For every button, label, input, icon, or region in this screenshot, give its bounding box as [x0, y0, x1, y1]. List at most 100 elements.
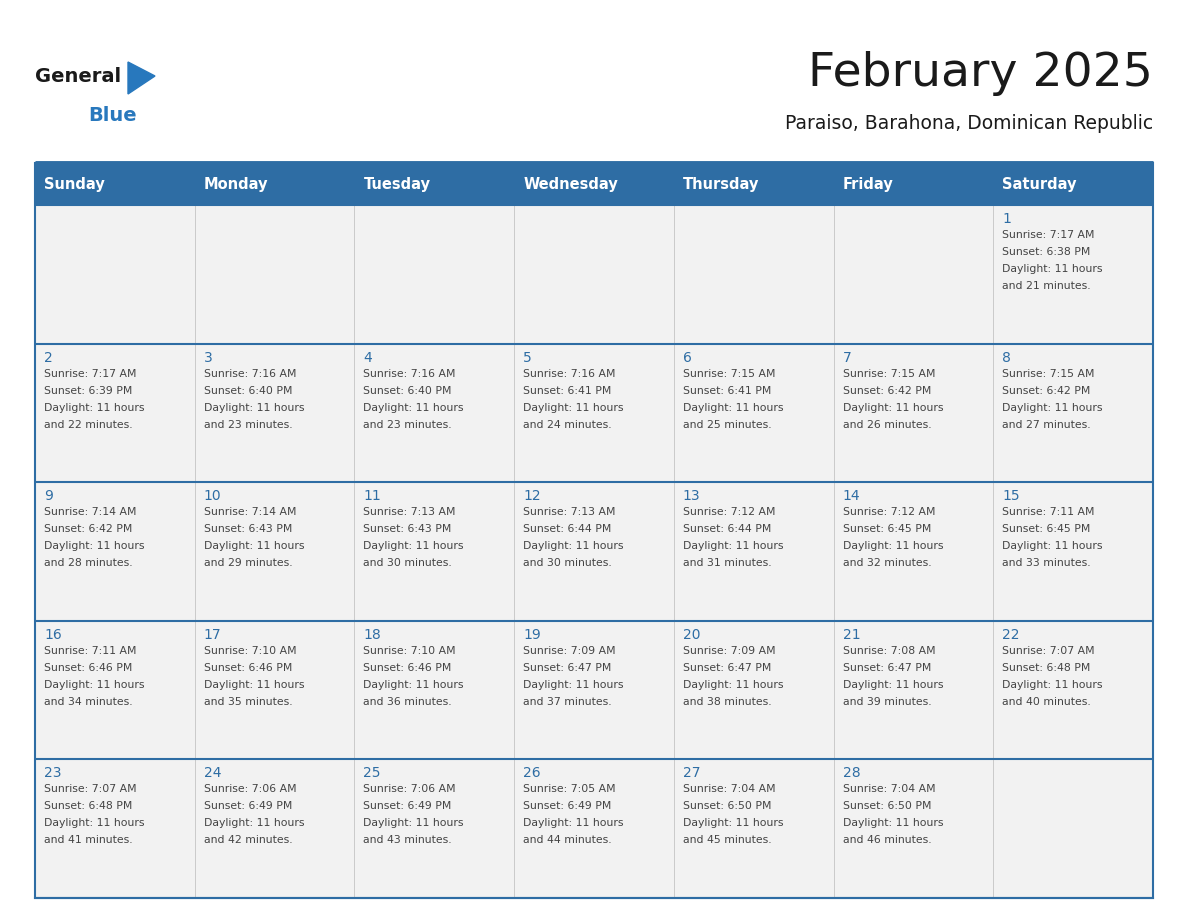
Text: and 23 minutes.: and 23 minutes.	[364, 420, 453, 430]
Text: 25: 25	[364, 767, 381, 780]
Text: Sunrise: 7:04 AM: Sunrise: 7:04 AM	[683, 784, 776, 794]
Bar	[674, 759, 834, 898]
Text: Sunrise: 7:16 AM: Sunrise: 7:16 AM	[523, 369, 615, 378]
Text: 14: 14	[842, 489, 860, 503]
Text: and 40 minutes.: and 40 minutes.	[1003, 697, 1091, 707]
Text: Friday: Friday	[842, 176, 893, 192]
Text: and 38 minutes.: and 38 minutes.	[683, 697, 771, 707]
Text: Sunset: 6:50 PM: Sunset: 6:50 PM	[842, 801, 931, 812]
Text: Sunrise: 7:17 AM: Sunrise: 7:17 AM	[1003, 230, 1095, 240]
Text: 28: 28	[842, 767, 860, 780]
Text: Sunrise: 7:16 AM: Sunrise: 7:16 AM	[203, 369, 296, 378]
Text: Sunday: Sunday	[44, 176, 105, 192]
Text: Blue: Blue	[88, 106, 137, 125]
Text: Thursday: Thursday	[683, 176, 759, 192]
Text: Daylight: 11 hours: Daylight: 11 hours	[683, 819, 783, 828]
Bar	[354, 482, 514, 621]
Text: Sunset: 6:41 PM: Sunset: 6:41 PM	[683, 386, 771, 396]
Text: Wednesday: Wednesday	[523, 176, 618, 192]
Text: Tuesday: Tuesday	[364, 176, 430, 192]
Text: 2: 2	[44, 351, 52, 364]
Text: and 44 minutes.: and 44 minutes.	[523, 835, 612, 845]
Text: Sunrise: 7:09 AM: Sunrise: 7:09 AM	[683, 645, 776, 655]
Text: Daylight: 11 hours: Daylight: 11 hours	[364, 403, 465, 412]
Text: 4: 4	[364, 351, 372, 364]
Text: 18: 18	[364, 628, 381, 642]
Text: Sunset: 6:44 PM: Sunset: 6:44 PM	[523, 524, 612, 534]
Text: and 34 minutes.: and 34 minutes.	[44, 697, 133, 707]
Bar	[34, 343, 195, 482]
Text: and 30 minutes.: and 30 minutes.	[523, 558, 612, 568]
Text: Sunset: 6:42 PM: Sunset: 6:42 PM	[1003, 386, 1091, 396]
Bar	[514, 759, 674, 898]
Text: and 29 minutes.: and 29 minutes.	[203, 558, 292, 568]
Text: Sunset: 6:39 PM: Sunset: 6:39 PM	[44, 386, 132, 396]
Text: Daylight: 11 hours: Daylight: 11 hours	[203, 819, 304, 828]
Text: Sunset: 6:48 PM: Sunset: 6:48 PM	[1003, 663, 1091, 673]
Text: 17: 17	[203, 628, 221, 642]
Text: and 43 minutes.: and 43 minutes.	[364, 835, 453, 845]
Text: and 46 minutes.: and 46 minutes.	[842, 835, 931, 845]
Text: Daylight: 11 hours: Daylight: 11 hours	[203, 403, 304, 412]
Bar	[674, 343, 834, 482]
Text: Sunset: 6:49 PM: Sunset: 6:49 PM	[523, 801, 612, 812]
Text: Daylight: 11 hours: Daylight: 11 hours	[1003, 542, 1102, 551]
Text: 23: 23	[44, 767, 62, 780]
Bar	[34, 759, 195, 898]
Text: Daylight: 11 hours: Daylight: 11 hours	[203, 680, 304, 689]
Text: Sunrise: 7:15 AM: Sunrise: 7:15 AM	[683, 369, 776, 378]
Text: Sunset: 6:47 PM: Sunset: 6:47 PM	[523, 663, 612, 673]
Text: 26: 26	[523, 767, 541, 780]
Bar	[834, 343, 993, 482]
Text: Daylight: 11 hours: Daylight: 11 hours	[203, 542, 304, 551]
Text: 10: 10	[203, 489, 221, 503]
Text: 8: 8	[1003, 351, 1011, 364]
Bar	[195, 759, 354, 898]
Text: 13: 13	[683, 489, 701, 503]
Text: Sunrise: 7:13 AM: Sunrise: 7:13 AM	[364, 508, 456, 517]
Bar	[674, 621, 834, 759]
Text: Daylight: 11 hours: Daylight: 11 hours	[683, 680, 783, 689]
Text: 24: 24	[203, 767, 221, 780]
Text: Daylight: 11 hours: Daylight: 11 hours	[523, 680, 624, 689]
Text: Daylight: 11 hours: Daylight: 11 hours	[364, 819, 465, 828]
Bar	[34, 163, 1154, 205]
Text: Daylight: 11 hours: Daylight: 11 hours	[1003, 403, 1102, 412]
Bar	[34, 482, 195, 621]
Bar	[834, 205, 993, 343]
Text: and 37 minutes.: and 37 minutes.	[523, 697, 612, 707]
Text: General: General	[34, 68, 121, 86]
Text: and 35 minutes.: and 35 minutes.	[203, 697, 292, 707]
Text: and 30 minutes.: and 30 minutes.	[364, 558, 453, 568]
Text: Sunset: 6:48 PM: Sunset: 6:48 PM	[44, 801, 132, 812]
Bar	[354, 621, 514, 759]
Text: Daylight: 11 hours: Daylight: 11 hours	[44, 680, 145, 689]
Text: and 33 minutes.: and 33 minutes.	[1003, 558, 1091, 568]
Text: Sunset: 6:47 PM: Sunset: 6:47 PM	[842, 663, 931, 673]
Text: Sunrise: 7:11 AM: Sunrise: 7:11 AM	[1003, 508, 1095, 517]
Text: Sunrise: 7:08 AM: Sunrise: 7:08 AM	[842, 645, 935, 655]
Bar	[354, 759, 514, 898]
Text: and 45 minutes.: and 45 minutes.	[683, 835, 771, 845]
Text: Sunset: 6:40 PM: Sunset: 6:40 PM	[364, 386, 451, 396]
Text: Sunset: 6:42 PM: Sunset: 6:42 PM	[842, 386, 931, 396]
Text: Sunset: 6:45 PM: Sunset: 6:45 PM	[842, 524, 931, 534]
Text: Sunset: 6:46 PM: Sunset: 6:46 PM	[364, 663, 451, 673]
Bar	[993, 482, 1154, 621]
Text: 27: 27	[683, 767, 701, 780]
Bar	[674, 482, 834, 621]
Bar	[993, 343, 1154, 482]
Text: Sunrise: 7:10 AM: Sunrise: 7:10 AM	[203, 645, 296, 655]
Bar	[195, 621, 354, 759]
Bar	[195, 205, 354, 343]
Text: Monday: Monday	[203, 176, 268, 192]
Text: Daylight: 11 hours: Daylight: 11 hours	[842, 403, 943, 412]
Text: and 25 minutes.: and 25 minutes.	[683, 420, 771, 430]
Text: 21: 21	[842, 628, 860, 642]
Text: and 32 minutes.: and 32 minutes.	[842, 558, 931, 568]
Text: Sunrise: 7:16 AM: Sunrise: 7:16 AM	[364, 369, 456, 378]
Text: and 39 minutes.: and 39 minutes.	[842, 697, 931, 707]
Text: Sunrise: 7:12 AM: Sunrise: 7:12 AM	[842, 508, 935, 517]
Text: and 36 minutes.: and 36 minutes.	[364, 697, 453, 707]
Text: Sunset: 6:43 PM: Sunset: 6:43 PM	[364, 524, 451, 534]
